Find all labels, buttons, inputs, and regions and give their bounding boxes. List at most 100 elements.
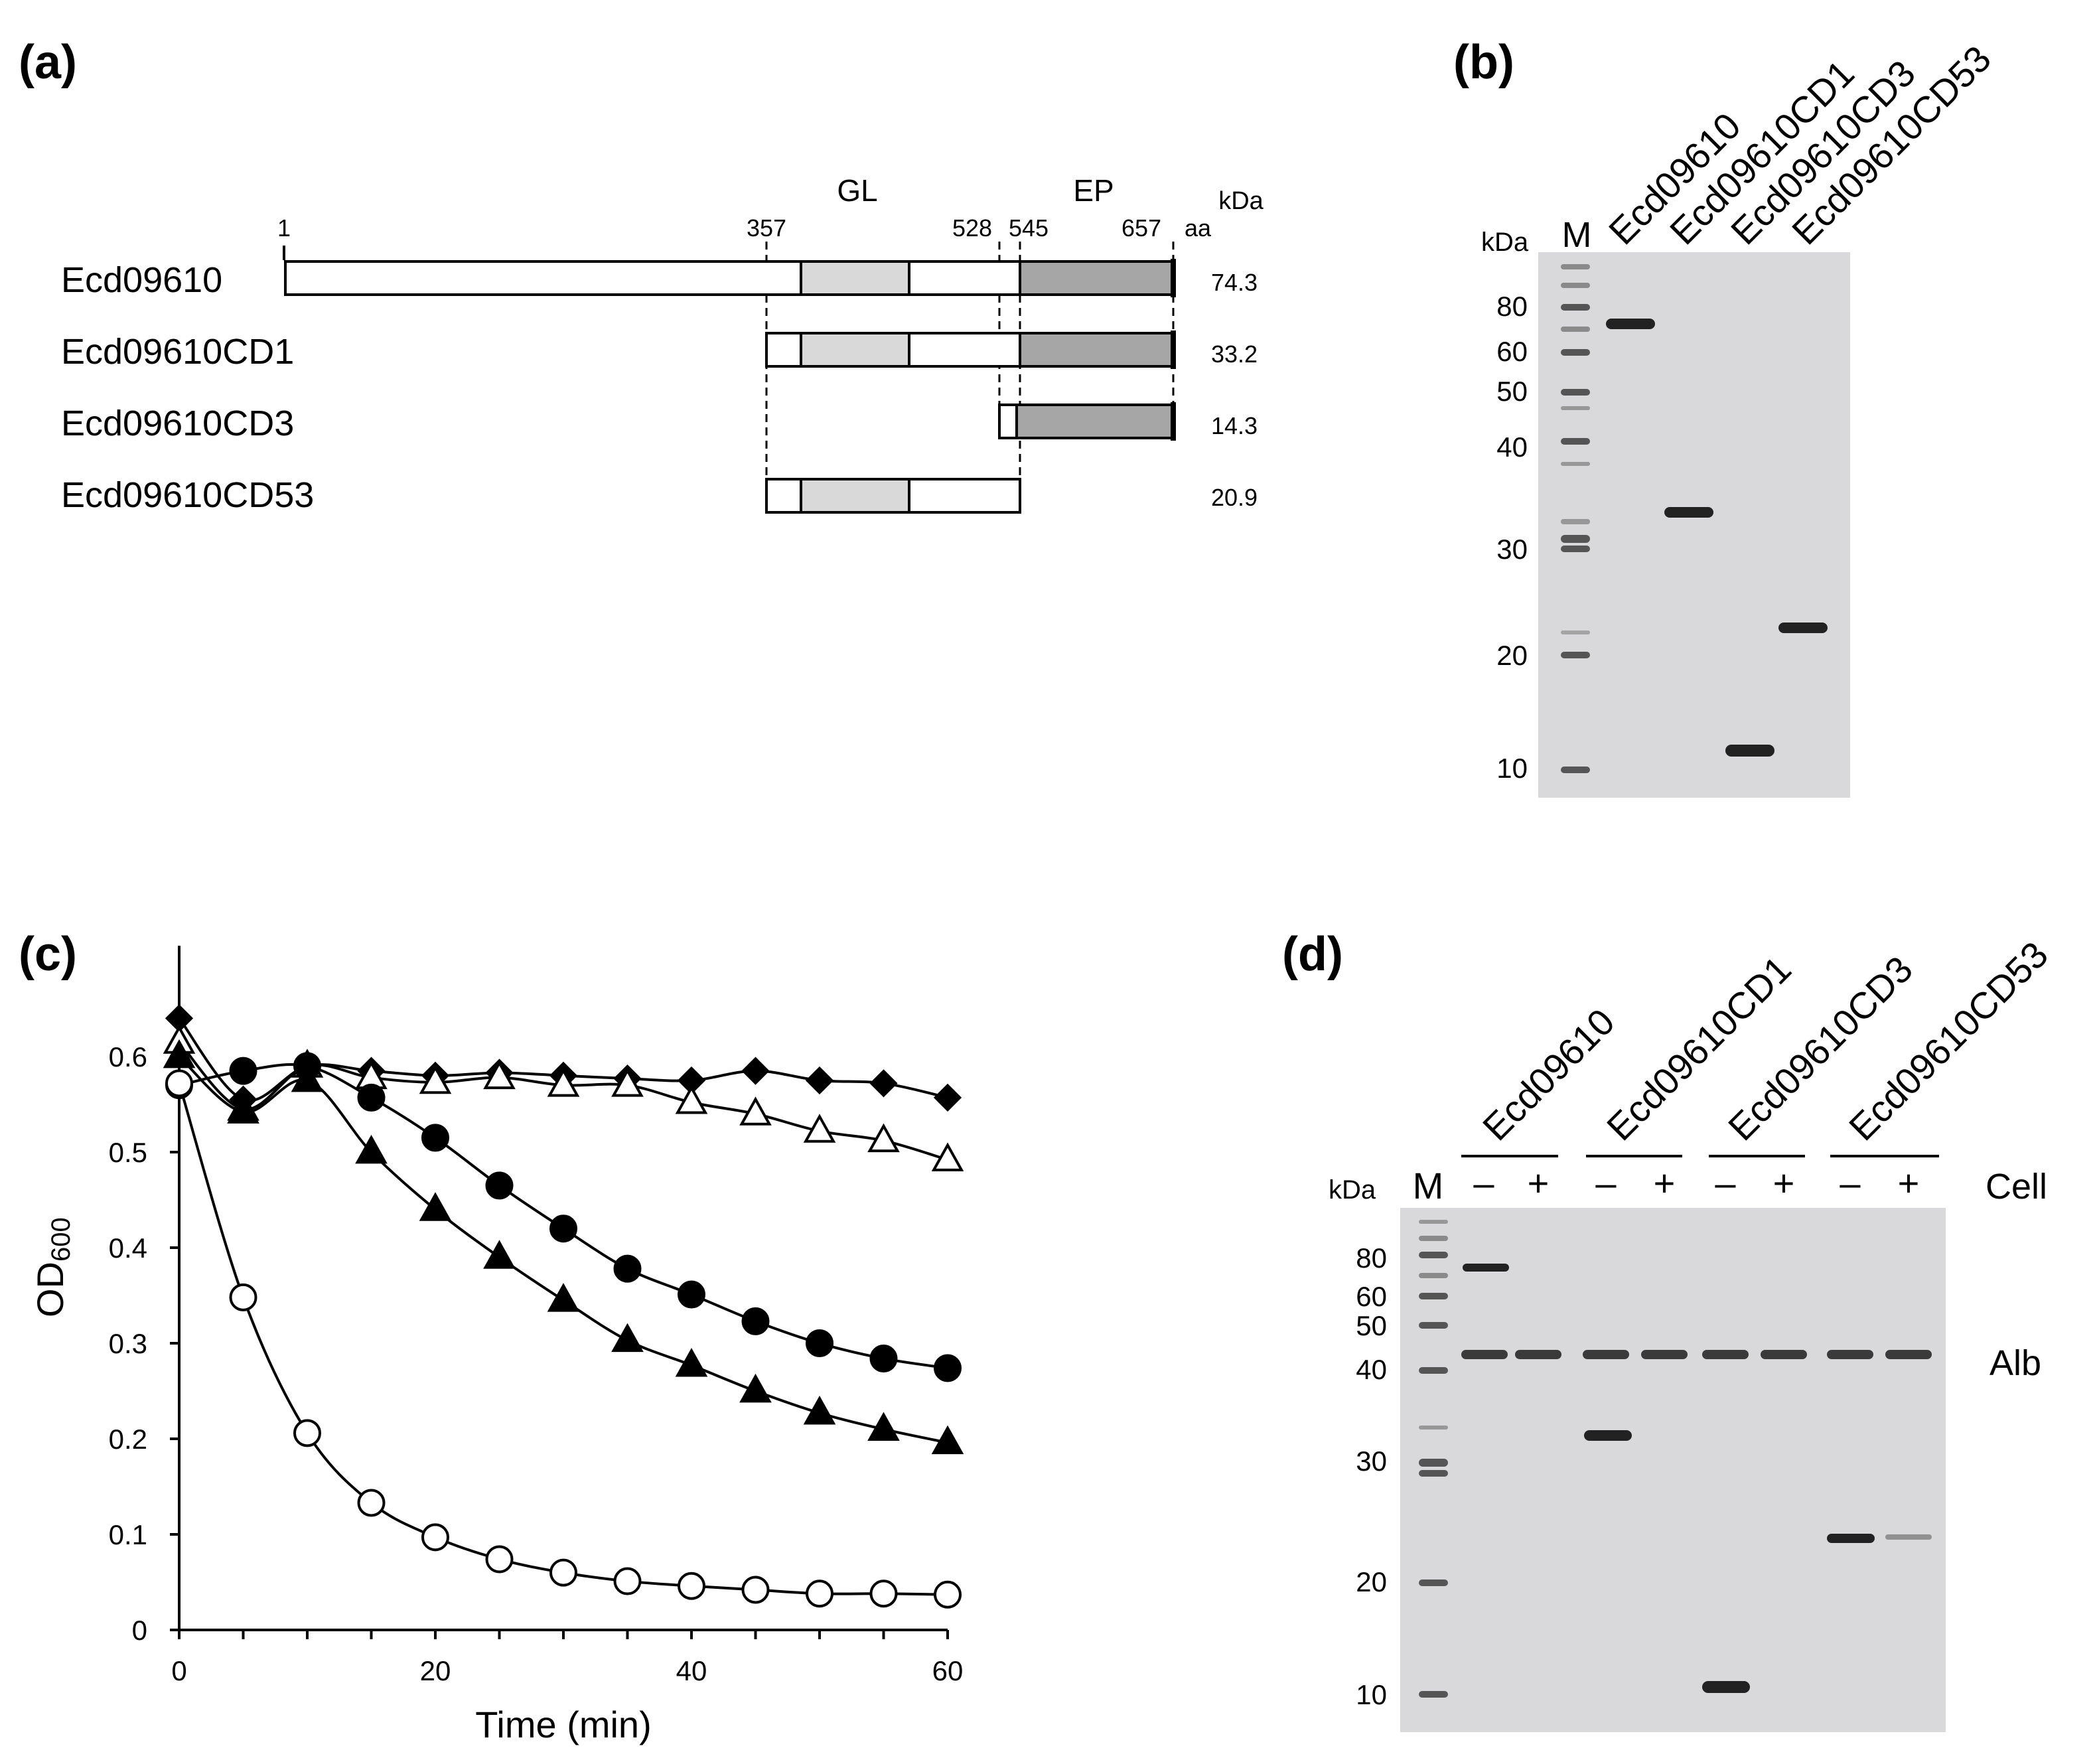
gel-d-marker-30: 30	[1356, 1445, 1387, 1477]
position-357: 357	[747, 214, 786, 242]
point-filled-diamond-11	[869, 1069, 898, 1098]
construct-bar-ecd09610cd53	[765, 478, 1021, 514]
y-tick-label-1: 0.1	[109, 1519, 147, 1550]
gel-d-plus-4: +	[1898, 1162, 1920, 1204]
point-filled-triangle-3	[355, 1134, 388, 1164]
point-filled-circle-9	[741, 1307, 770, 1335]
point-filled-circle-12	[934, 1354, 962, 1382]
point-open-circle-1	[229, 1283, 257, 1311]
point-open-circle-8	[678, 1572, 705, 1600]
construct-name-ecd09610: Ecd09610	[61, 260, 222, 300]
gel-d-marker-lane-label: M	[1413, 1165, 1444, 1207]
position-657: 657	[1121, 214, 1161, 242]
point-open-circle-9	[741, 1576, 770, 1604]
point-open-circle-5	[485, 1545, 514, 1574]
gel-d-cell-label: Cell	[1986, 1167, 2047, 1207]
position-545: 545	[1009, 214, 1048, 242]
point-filled-triangle-11	[867, 1412, 900, 1441]
point-filled-circle-1	[229, 1057, 257, 1085]
gel-b-marker-40: 40	[1496, 431, 1528, 463]
point-open-circle-10	[806, 1580, 833, 1608]
point-open-triangle-7	[611, 1068, 644, 1097]
point-open-circle-2	[293, 1419, 321, 1447]
point-filled-circle-5	[485, 1171, 514, 1200]
gel-b-marker-20: 20	[1496, 640, 1528, 671]
gel-d-marker-50: 50	[1356, 1310, 1387, 1341]
point-filled-triangle-7	[611, 1323, 644, 1353]
construct-bar-ecd09610cd3	[998, 402, 1176, 441]
gel-b-marker-60: 60	[1496, 336, 1528, 367]
y-tick-label-3: 0.3	[109, 1328, 147, 1359]
position-1: 1	[277, 214, 291, 242]
point-filled-triangle-6	[547, 1283, 580, 1312]
point-open-triangle-6	[547, 1068, 580, 1097]
point-filled-triangle-12	[931, 1425, 964, 1455]
point-open-triangle-10	[803, 1114, 836, 1143]
y-axis-label: OD600	[29, 1217, 76, 1317]
point-filled-circle-7	[613, 1254, 642, 1283]
point-filled-circle-3	[357, 1083, 386, 1112]
point-open-circle-6	[549, 1558, 577, 1587]
construct-name-ecd09610cd3: Ecd09610CD3	[61, 404, 294, 443]
gel-d-band-ecd09610cd1-minus	[1584, 1430, 1632, 1441]
point-open-triangle-9	[739, 1096, 772, 1126]
kda-header: kDa	[1218, 187, 1264, 215]
panel-c: (c) 0 0.1 0.2 0.3 0.4 0.5 0.6 0 20 40 60 OD600 Ti…	[19, 928, 964, 1745]
point-filled-circle-8	[678, 1280, 705, 1309]
gel-b-kda-label: kDa	[1481, 228, 1529, 257]
panel-d: (d) Ecd09610 Ecd09610CD1 Ecd09610CD3 Ecd…	[1282, 928, 2056, 1732]
point-filled-triangle-5	[483, 1240, 516, 1269]
point-filled-circle-10	[806, 1329, 833, 1357]
gel-b-marker-lane-label: M	[1562, 215, 1592, 255]
gel-b-band-ecd09610cd53	[1778, 623, 1828, 633]
chart-series	[163, 1004, 964, 1609]
panel-b: (b) kDa M Ecd09610 Ecd09610CD1 Ecd09610C…	[1453, 36, 1999, 798]
x-axis-label: Time (min)	[475, 1704, 651, 1745]
point-open-circle-3	[357, 1489, 386, 1517]
point-open-circle-12	[934, 1580, 962, 1609]
panel-d-label: (d)	[1282, 928, 1343, 981]
gel-d-minus-1: –	[1473, 1162, 1494, 1204]
gel-d-minus-3: –	[1715, 1162, 1736, 1204]
aa-unit-label: aa	[1185, 214, 1212, 242]
construct-bar-ecd09610cd1	[765, 331, 1176, 369]
construct-bar-ecd09610	[284, 259, 1176, 297]
panel-b-label: (b)	[1453, 36, 1514, 89]
point-filled-triangle-9	[739, 1373, 772, 1403]
point-open-circle-4	[421, 1523, 449, 1552]
gel-d-marker-20: 20	[1356, 1566, 1387, 1597]
gel-b-marker-50: 50	[1496, 376, 1528, 407]
ep-domain-label: EP	[1073, 173, 1114, 208]
gel-d-band-ecd09610cd53-minus	[1827, 1534, 1875, 1543]
point-open-triangle-5	[483, 1060, 516, 1090]
gel-b-marker-30: 30	[1496, 534, 1528, 565]
series-line-filled-triangle	[178, 1055, 948, 1444]
point-filled-circle-4	[421, 1124, 449, 1152]
gel-d-ladder	[1419, 1220, 1448, 1698]
gel-d-minus-2: –	[1595, 1162, 1617, 1204]
x-tick-label-2: 40	[676, 1655, 707, 1686]
point-filled-diamond-9	[741, 1057, 770, 1085]
gel-b-marker-10: 10	[1496, 753, 1528, 784]
gel-d-alb-label: Alb	[1989, 1343, 2041, 1383]
gel-b-ladder	[1561, 264, 1590, 773]
construct-name-ecd09610cd1: Ecd09610CD1	[61, 332, 294, 372]
y-tick-label-4: 0.4	[109, 1232, 147, 1264]
point-filled-diamond-12	[933, 1083, 962, 1112]
gel-b-band-ecd09610cd3	[1725, 745, 1774, 757]
point-open-circle-11	[869, 1580, 898, 1608]
kda-value-ecd09610cd3: 14.3	[1211, 412, 1258, 439]
gel-d-plus-3: +	[1773, 1162, 1795, 1204]
point-filled-triangle-10	[803, 1396, 836, 1425]
gel-d-kda-label: kDa	[1329, 1175, 1376, 1205]
point-open-triangle-12	[931, 1142, 964, 1171]
gel-d-band-ecd09610cd53-plus	[1885, 1534, 1932, 1540]
point-open-triangle-4	[419, 1065, 452, 1094]
gel-b	[1538, 252, 1850, 798]
point-filled-triangle-0	[163, 1039, 196, 1068]
gel-b-band-ecd09610	[1606, 319, 1655, 329]
gel-d-marker-10: 10	[1356, 1679, 1387, 1710]
kda-value-ecd09610: 74.3	[1211, 269, 1258, 296]
point-open-circle-0	[165, 1069, 193, 1098]
